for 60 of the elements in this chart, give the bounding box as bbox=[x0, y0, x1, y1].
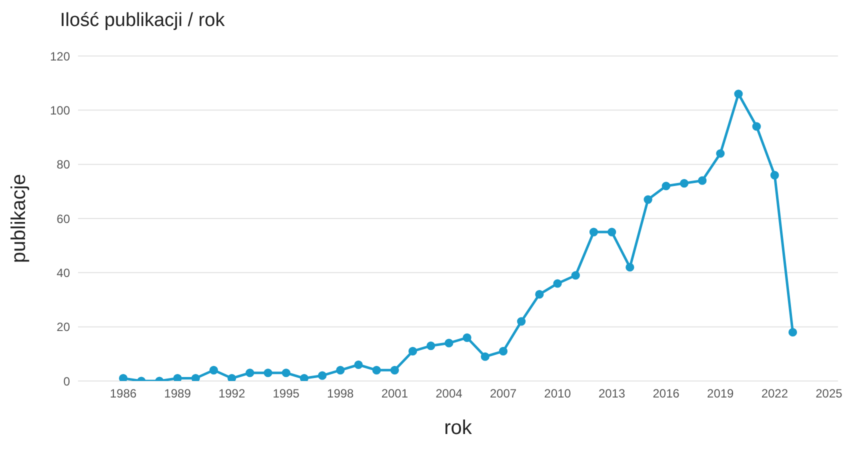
point bbox=[517, 317, 526, 326]
y-axis-title: publikacje bbox=[8, 174, 30, 263]
point bbox=[300, 374, 308, 381]
point bbox=[535, 290, 544, 299]
x-tick-label: 1998 bbox=[327, 386, 354, 401]
point bbox=[589, 228, 598, 236]
point bbox=[191, 374, 200, 381]
point bbox=[372, 366, 381, 374]
point bbox=[426, 341, 436, 350]
point bbox=[734, 90, 743, 98]
x-tick-label: 2025 bbox=[816, 386, 843, 401]
y-tick-label: 20 bbox=[56, 320, 70, 334]
x-tick-label: 1989 bbox=[164, 386, 192, 401]
point bbox=[209, 366, 218, 374]
y-tick-label: 60 bbox=[56, 212, 70, 226]
x-tick-label: 2016 bbox=[652, 386, 680, 401]
point bbox=[462, 333, 472, 342]
x-axis-title: rok bbox=[444, 417, 473, 439]
x-tick-label: 1992 bbox=[218, 386, 246, 401]
x-tick-label: 2010 bbox=[544, 386, 572, 401]
y-tick-label: 80 bbox=[56, 158, 70, 172]
point bbox=[752, 122, 761, 131]
point bbox=[246, 368, 254, 378]
x-tick-label: 2019 bbox=[707, 386, 734, 401]
y-tick-label: 120 bbox=[50, 49, 70, 64]
point bbox=[626, 262, 634, 272]
point bbox=[680, 178, 688, 188]
point bbox=[318, 371, 327, 380]
point bbox=[553, 279, 562, 288]
y-tick-label: 0 bbox=[63, 374, 70, 388]
point bbox=[498, 346, 508, 356]
x-tick-label: 1986 bbox=[110, 386, 137, 401]
x-tick-label: 2013 bbox=[598, 386, 626, 401]
point bbox=[354, 360, 363, 370]
x-tick-label: 2004 bbox=[436, 386, 463, 401]
chart-title: Ilość publikacji / rok bbox=[60, 10, 225, 32]
x-tick-label: 2001 bbox=[381, 386, 408, 401]
x-tick-label: 2007 bbox=[490, 386, 517, 401]
x-tick-label: 1995 bbox=[272, 386, 300, 401]
point bbox=[698, 176, 707, 185]
y-tick-label: 40 bbox=[56, 266, 70, 280]
point bbox=[571, 271, 580, 280]
point bbox=[644, 195, 652, 204]
point bbox=[173, 374, 182, 381]
point bbox=[788, 328, 798, 337]
point bbox=[716, 149, 725, 158]
point bbox=[480, 352, 490, 361]
point bbox=[444, 338, 454, 348]
y-tick-label: 100 bbox=[50, 103, 70, 118]
point bbox=[282, 368, 290, 378]
point bbox=[770, 170, 779, 180]
point bbox=[662, 182, 670, 190]
point bbox=[390, 366, 399, 374]
point bbox=[408, 346, 418, 356]
point bbox=[264, 368, 272, 378]
x-tick-label: 2022 bbox=[761, 386, 788, 401]
point bbox=[336, 366, 345, 374]
point bbox=[118, 374, 128, 381]
point bbox=[608, 228, 616, 236]
point bbox=[228, 374, 236, 381]
